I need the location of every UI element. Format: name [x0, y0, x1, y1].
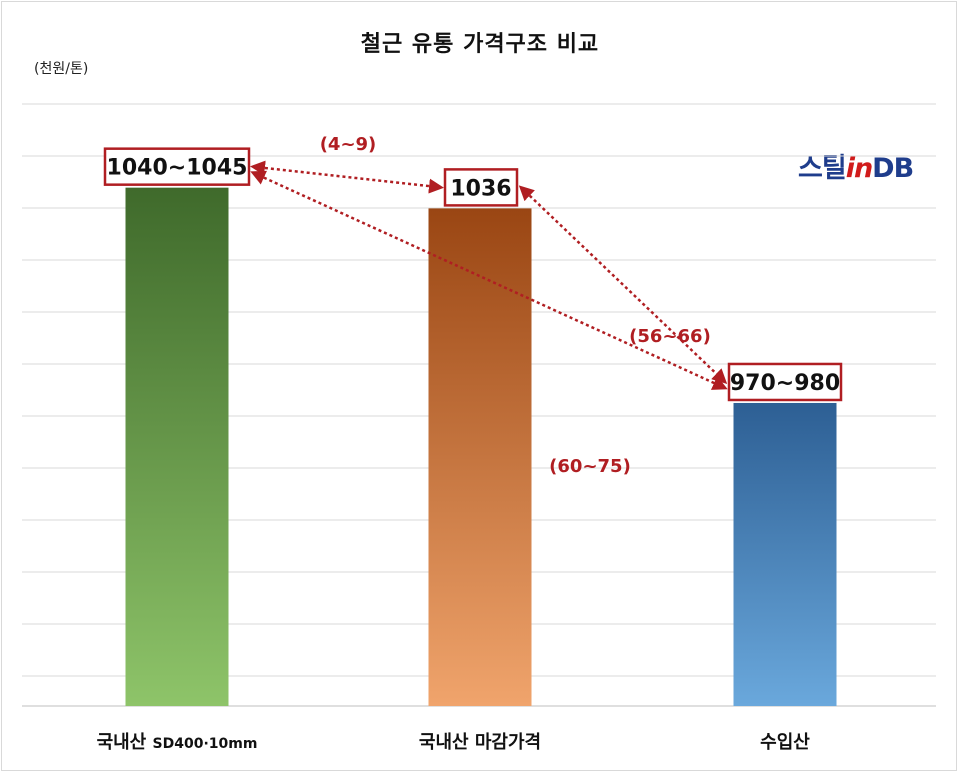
value-label-1: 1040~1045	[107, 156, 248, 181]
y-axis-unit-label: (천원/톤)	[34, 61, 89, 77]
x-tick-label-3: 수입산	[760, 731, 810, 753]
value-label-box-1	[103, 147, 251, 186]
bar-3	[733, 402, 837, 706]
value-label-box-2	[443, 168, 519, 207]
bar-1	[125, 187, 229, 706]
steelindb-logo: 스틸inDB	[798, 153, 914, 184]
bar-2	[428, 208, 532, 706]
value-label-2: 1036	[450, 176, 511, 201]
difference-label-1: (4~9)	[320, 134, 377, 155]
difference-label-2: (56~66)	[629, 326, 711, 347]
value-label-3: 970~980	[730, 371, 840, 396]
x-tick-label-2: 국내산 마감가격	[419, 732, 541, 753]
difference-arrow-2	[518, 185, 728, 385]
value-label-box-3	[727, 362, 843, 402]
difference-label-3: (60~75)	[549, 456, 631, 477]
difference-arrow-3	[250, 170, 728, 390]
x-tick-label-1: 국내산 SD400·10mm	[97, 732, 258, 753]
chart-title: 철근 유통 가격구조 비교	[360, 32, 600, 57]
